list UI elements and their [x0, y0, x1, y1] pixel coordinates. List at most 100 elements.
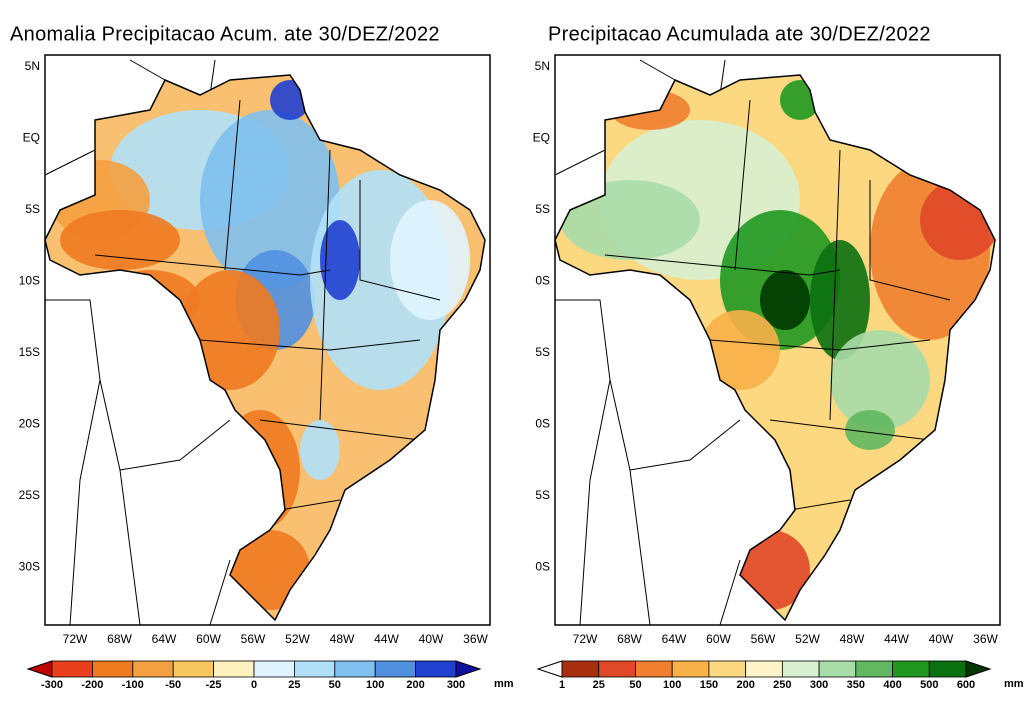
map-panel: Anomalia Precipitacao Acum. ate 30/DEZ/2…	[10, 23, 514, 691]
colorbar-label: 50	[329, 679, 341, 691]
colorbar-box	[334, 660, 376, 678]
colorbar-box	[818, 660, 857, 678]
lon-label: 36W	[463, 632, 488, 646]
border-line	[555, 299, 741, 471]
colorbar-box	[708, 660, 747, 678]
colorbar-label: 350	[847, 679, 865, 691]
lon-label: 36W	[973, 632, 998, 646]
lon-label: 56W	[751, 632, 776, 646]
colorbar-box	[415, 660, 457, 678]
colorbar-box	[213, 660, 255, 678]
colorbar-label: 100	[663, 679, 681, 691]
lat-label: EQ	[23, 131, 40, 145]
lat-label: 25S	[19, 488, 40, 502]
colorbar-box	[253, 660, 295, 678]
lon-label: 48W	[330, 632, 355, 646]
colorbar-label: 25	[593, 679, 605, 691]
lon-label: 40W	[929, 632, 954, 646]
state-border	[604, 254, 841, 276]
lon-label: 52W	[795, 632, 820, 646]
field-spot	[300, 420, 340, 480]
colorbar-box	[172, 660, 214, 678]
border-line	[69, 379, 101, 626]
colorbar-label: -25	[206, 679, 222, 691]
field-spot	[760, 270, 810, 330]
border-line	[629, 469, 651, 626]
colorbar-label: 400	[883, 679, 901, 691]
colorbar-label: 200	[406, 679, 424, 691]
state-border	[224, 99, 241, 271]
lat-label: 0S	[535, 560, 550, 574]
colorbar-label: 250	[773, 679, 791, 691]
colorbar-label: -300	[41, 679, 63, 691]
map-title: Precipitacao Acumulada ate 30/DEZ/2022	[548, 23, 931, 45]
lon-label: 72W	[573, 632, 598, 646]
lon-label: 60W	[706, 632, 731, 646]
lat-label: 0S	[535, 417, 550, 431]
lon-label: 56W	[241, 632, 266, 646]
state-border	[319, 149, 331, 421]
border-line	[209, 559, 231, 626]
lat-label: 5S	[535, 345, 550, 359]
colorbar-label: 0	[251, 679, 257, 691]
lon-label: 40W	[419, 632, 444, 646]
border-line	[719, 559, 741, 626]
state-border	[709, 339, 931, 351]
state-border	[259, 419, 421, 441]
lon-label: 68W	[107, 632, 132, 646]
colorbar-box	[561, 660, 600, 678]
colorbar-label: 100	[366, 679, 384, 691]
lat-label: 10S	[19, 274, 40, 288]
field-spot	[60, 210, 180, 270]
colorbar-label: -200	[81, 679, 103, 691]
colorbar-box	[745, 660, 783, 678]
country-outline	[44, 74, 486, 622]
colorbar-arrow	[536, 660, 563, 678]
colorbar-label: 500	[920, 679, 938, 691]
state-border	[769, 419, 931, 441]
lat-label: 20S	[19, 417, 40, 431]
lat-label: EQ	[533, 131, 550, 145]
map-title: Anomalia Precipitacao Acum. ate 30/DEZ/2…	[10, 23, 440, 45]
lon-label: 72W	[63, 632, 88, 646]
border-line	[579, 379, 611, 626]
field-spot	[390, 200, 470, 320]
colorbar-box	[598, 660, 636, 678]
colorbar-box	[781, 660, 820, 678]
colorbar-box	[928, 660, 967, 678]
lat-label: 0S	[535, 274, 550, 288]
colorbar-arrow	[455, 660, 482, 678]
lon-label: 64W	[662, 632, 687, 646]
colorbar-unit: mm	[494, 678, 514, 690]
border-line	[639, 59, 676, 81]
field-spot	[320, 220, 360, 300]
lon-label: 64W	[152, 632, 177, 646]
colorbar-label: 25	[288, 679, 300, 691]
border-line	[44, 149, 96, 176]
state-border	[94, 254, 331, 276]
border-line	[554, 149, 606, 176]
colorbar-label: 200	[736, 679, 754, 691]
colorbar-label: 50	[629, 679, 641, 691]
map-panel: Precipitacao Acumulada ate 30/DEZ/2022 5N…	[533, 23, 1024, 691]
lat-label: 5N	[535, 59, 550, 73]
colorbar-arrow	[26, 660, 53, 678]
border-line	[119, 469, 141, 626]
colorbar-label: 600	[957, 679, 975, 691]
colorbar-box	[635, 660, 673, 678]
state-border	[869, 180, 951, 301]
state-border	[829, 149, 841, 421]
country-outline	[554, 74, 996, 622]
colorbar-box	[374, 660, 417, 678]
state-border	[199, 339, 421, 351]
colorbar-label: 300	[447, 679, 465, 691]
state-border	[359, 180, 441, 301]
lat-label: 5S	[25, 202, 40, 216]
field-spot	[830, 330, 930, 430]
state-border	[279, 499, 341, 511]
colorbar-box	[132, 660, 174, 678]
colorbar-label: 1	[559, 679, 565, 691]
border-line	[129, 59, 166, 81]
border-line	[45, 299, 231, 471]
